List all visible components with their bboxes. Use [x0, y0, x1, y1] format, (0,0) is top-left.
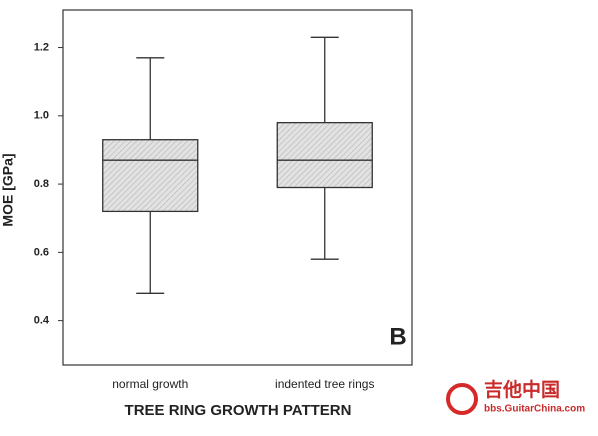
plot-frame	[62, 9, 413, 366]
box	[276, 121, 373, 189]
watermark-icon	[446, 383, 478, 415]
y-tick-label: 1.0	[34, 110, 49, 122]
y-axis-label: MOE [GPa]	[0, 153, 16, 226]
watermark-url: bbs.GuitarChina.com	[484, 404, 585, 415]
x-tick-label: indented tree rings	[275, 377, 374, 391]
box	[102, 139, 199, 213]
y-tick-label: 0.8	[34, 178, 49, 190]
watermark-title: 吉他中国	[484, 378, 560, 401]
x-tick-label: normal growth	[112, 377, 188, 391]
x-axis-label: TREE RING GROWTH PATTERN	[125, 402, 352, 419]
y-tick-label: 0.6	[34, 246, 49, 258]
panel-label: B	[389, 323, 406, 350]
y-tick-label: 0.4	[34, 315, 50, 327]
watermark: 吉他中国 bbs.GuitarChina.com	[446, 378, 585, 415]
y-tick-label: 1.2	[34, 41, 49, 53]
